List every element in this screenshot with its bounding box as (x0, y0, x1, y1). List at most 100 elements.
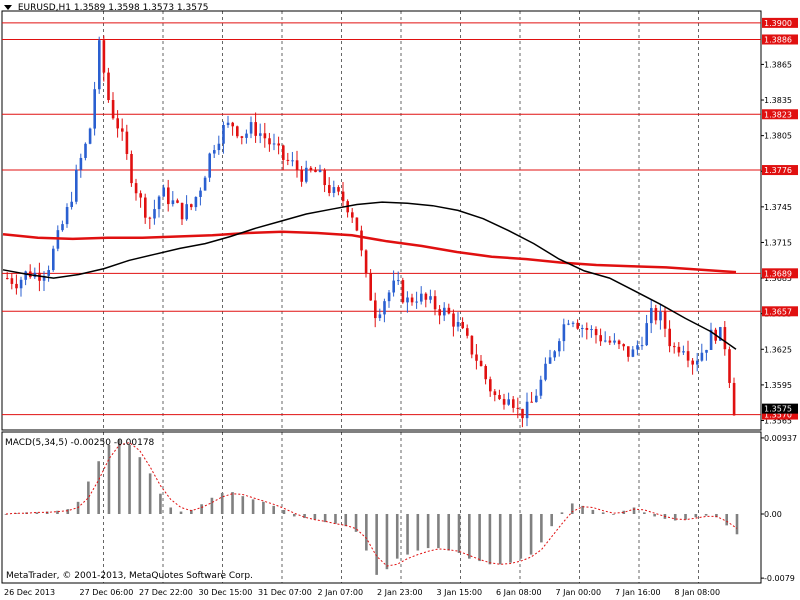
candle-body (507, 399, 510, 405)
candle-body (516, 407, 520, 409)
candle-body (65, 207, 69, 225)
macd-bar (632, 507, 636, 514)
macd-bar (385, 513, 389, 570)
candle-body (420, 293, 423, 302)
macd-bar (231, 492, 234, 514)
candle-body (277, 143, 280, 146)
candle-body (355, 217, 359, 231)
macd-bar (447, 513, 451, 551)
candle-body (461, 322, 464, 329)
candle-body (604, 340, 607, 342)
candle-body (369, 273, 372, 301)
candle-body (157, 196, 161, 210)
candle-body (180, 202, 184, 220)
candle-body (645, 323, 648, 346)
candle-body (314, 170, 317, 173)
y-tick-label: 1.3715 (764, 238, 792, 247)
candle-body (116, 118, 119, 129)
candle-body (438, 309, 441, 316)
candle-body (613, 340, 616, 343)
macd-bar (457, 513, 461, 553)
candle-body (318, 170, 322, 173)
candle-body (213, 150, 216, 154)
y-tick-label: 1.3685 (764, 274, 792, 283)
candle-body (650, 308, 653, 324)
x-tick-label: 7 Jan 00:00 (556, 588, 602, 597)
candle-body (84, 143, 87, 158)
candle-body (305, 167, 308, 182)
candle-body (631, 349, 635, 357)
candle-body (673, 346, 676, 348)
macd-bar (179, 511, 183, 514)
candle-body (452, 313, 455, 327)
macd-bar (334, 513, 337, 524)
macd-bar (354, 513, 358, 532)
candle-body (627, 346, 630, 357)
macd-bar (612, 513, 615, 515)
candle-body (254, 122, 257, 136)
candle-body (654, 308, 658, 321)
candle-body (406, 297, 409, 303)
candle-body (456, 322, 460, 327)
y-tick-label: 1.3595 (764, 381, 792, 390)
candle-body (337, 187, 340, 192)
candle-body (433, 296, 437, 310)
macd-bar (220, 492, 224, 514)
macd-bar (498, 513, 502, 565)
macd-bar (468, 513, 471, 559)
candle-body (608, 340, 612, 343)
candle-body (176, 200, 179, 203)
macd-bar (148, 473, 152, 514)
candle-body (282, 145, 285, 160)
candle-body (167, 187, 170, 205)
candle-body (222, 125, 225, 144)
candle-body (70, 201, 73, 208)
macd-bar (292, 513, 296, 517)
candle-body (659, 311, 662, 321)
price-level-label: 1.3657 (764, 307, 792, 316)
candle-body (636, 345, 639, 350)
candle-body (341, 191, 345, 202)
candle-body (61, 224, 64, 231)
symbol-label: EURUSD,H1 (17, 3, 71, 13)
macd-bar (4, 513, 8, 515)
candle-body (15, 283, 18, 289)
candle-body (581, 328, 584, 330)
candle-body (111, 100, 115, 119)
triangle-down-icon[interactable] (4, 5, 12, 10)
x-tick-label: 27 Dec 22:00 (139, 588, 193, 597)
macd-bar (272, 505, 275, 514)
y-tick-label: 1.3625 (764, 345, 792, 354)
candle-body (447, 307, 451, 314)
candle-body (236, 126, 239, 137)
macd-bar (159, 493, 162, 514)
candle-body (323, 170, 326, 186)
macd-bar (87, 481, 90, 514)
candle-body (475, 354, 478, 361)
x-tick-label: 30 Dec 15:00 (199, 588, 253, 597)
x-tick-label: 26 Dec 2013 (4, 588, 55, 597)
x-tick-label: 27 Dec 06:00 (80, 588, 134, 597)
macd-y-tick-label: -0.0079 (764, 574, 795, 583)
macd-bar (550, 513, 553, 527)
candle-body (525, 401, 529, 419)
moving-average-slow-line (2, 230, 737, 274)
candle-body (479, 360, 483, 367)
macd-bar (375, 513, 378, 575)
candle-body (539, 379, 543, 396)
macd-bar (323, 513, 327, 523)
candle-body (700, 352, 704, 361)
candle-body (498, 395, 501, 400)
candle-body (295, 160, 299, 170)
x-tick-label: 3 Jan 15:00 (437, 588, 483, 597)
candle-body (553, 351, 556, 358)
candle-body (98, 40, 101, 90)
price-level-label: 1.3570 (764, 411, 792, 420)
candle-body (691, 360, 694, 365)
candle-body (24, 271, 27, 280)
candle-body (249, 122, 253, 134)
macd-bar (128, 444, 131, 514)
candle-body (732, 382, 736, 416)
